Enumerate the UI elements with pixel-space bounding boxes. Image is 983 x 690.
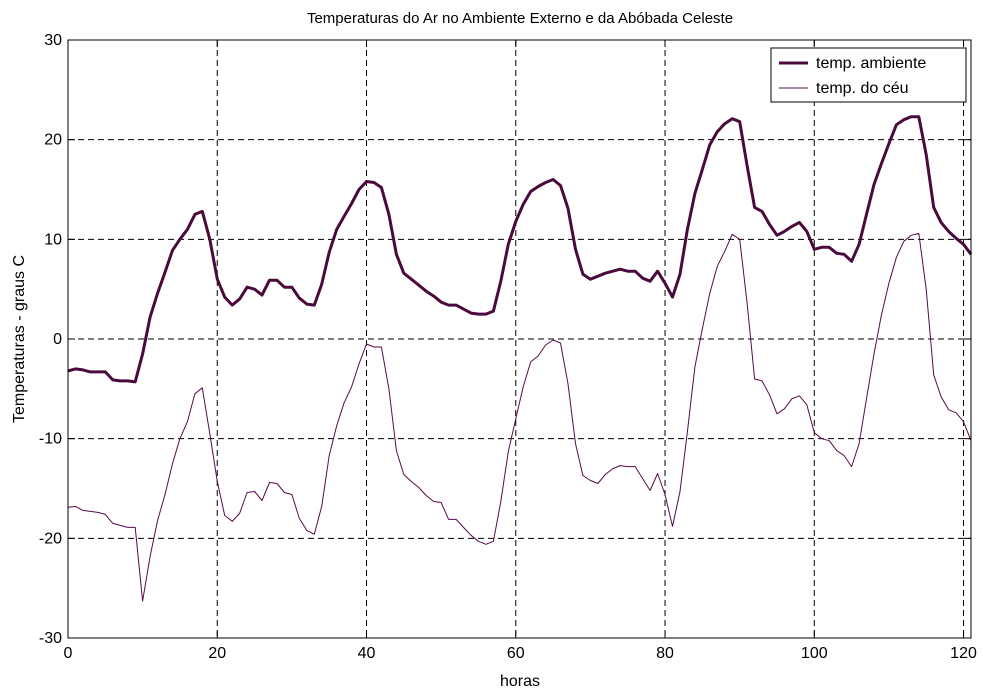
legend-label-temp-do-ceu: temp. do céu [816, 80, 909, 97]
y-tick-label: -30 [39, 630, 62, 647]
series-line-temp-do-ceu [67, 232, 972, 602]
x-tick-label: 120 [950, 645, 977, 662]
x-tick-label: 20 [208, 645, 226, 662]
x-tick-label: 60 [507, 645, 525, 662]
chart-title: Temperaturas do Ar no Ambiente Externo e… [307, 10, 733, 27]
y-tick-label: -20 [39, 530, 62, 547]
grid-lines [68, 40, 971, 638]
x-tick-label: 100 [801, 645, 828, 662]
x-tick-label: 0 [64, 645, 73, 662]
y-tick-label: 0 [53, 331, 62, 348]
series-line-temp-ambiente [67, 115, 973, 384]
y-tick-label: 30 [44, 32, 62, 49]
y-tick-label: 20 [44, 132, 62, 149]
x-axis-label: horas [500, 673, 540, 690]
y-axis-label: Temperaturas - graus C [11, 255, 28, 423]
series-group [67, 115, 973, 602]
legend-box [770, 47, 967, 103]
y-tick-label: -10 [39, 431, 62, 448]
legend-label-temp-ambiente: temp. ambiente [816, 55, 926, 72]
x-tick-label: 40 [358, 645, 376, 662]
y-tick-label: 10 [44, 231, 62, 248]
x-tick-label: 80 [656, 645, 674, 662]
axis-ticks: 0 20 40 60 80 100 120 -30 -20 -10 0 10 20 30 [39, 32, 977, 662]
legend: temp. ambiente temp. do céu [770, 47, 967, 103]
